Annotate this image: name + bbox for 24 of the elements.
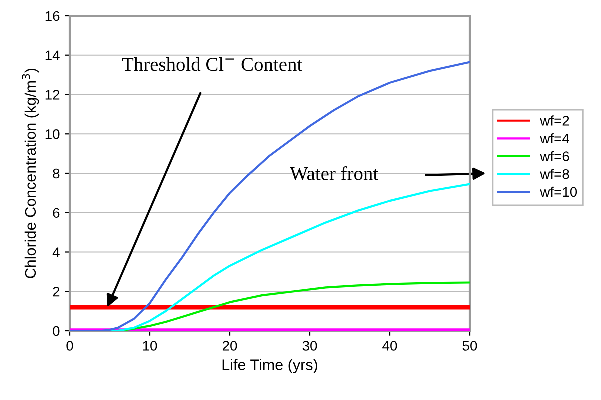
y-tick-label: 14 [46, 50, 60, 60]
y-tick-label: 12 [46, 90, 60, 100]
y-tick-label: 0 [53, 326, 60, 336]
y-tick-label: 16 [46, 11, 60, 22]
y-axis-title: Chloride Concentration (kg/m$^{3}$) [22, 68, 40, 278]
annotation: Threshold Cl$^{−}$ Content [122, 58, 303, 72]
y-tick-label: 8 [53, 168, 60, 179]
x-tick-label: 40 [382, 341, 398, 351]
x-axis-title: Life Time (yrs) [222, 359, 318, 374]
x-tick-label: 0 [66, 341, 74, 351]
x-tick-label: 30 [302, 341, 318, 351]
x-tick-label: 10 [143, 341, 158, 351]
x-tick-label: 50 [462, 341, 478, 351]
annotation: Water front [290, 166, 378, 180]
x-tick-label: 20 [222, 341, 238, 351]
y-tick-label: 6 [53, 208, 60, 218]
y-tick-label: 4 [52, 248, 60, 258]
legend-label: wf=2 [540, 116, 570, 126]
y-tick-label: 2 [53, 286, 60, 297]
legend-label: wf=4 [540, 133, 570, 144]
legend-label: wf=8 [540, 169, 570, 180]
legend-label: wf=10 [540, 186, 578, 198]
y-tick-label: 10 [46, 129, 60, 140]
legend-label: wf=6 [540, 151, 570, 162]
